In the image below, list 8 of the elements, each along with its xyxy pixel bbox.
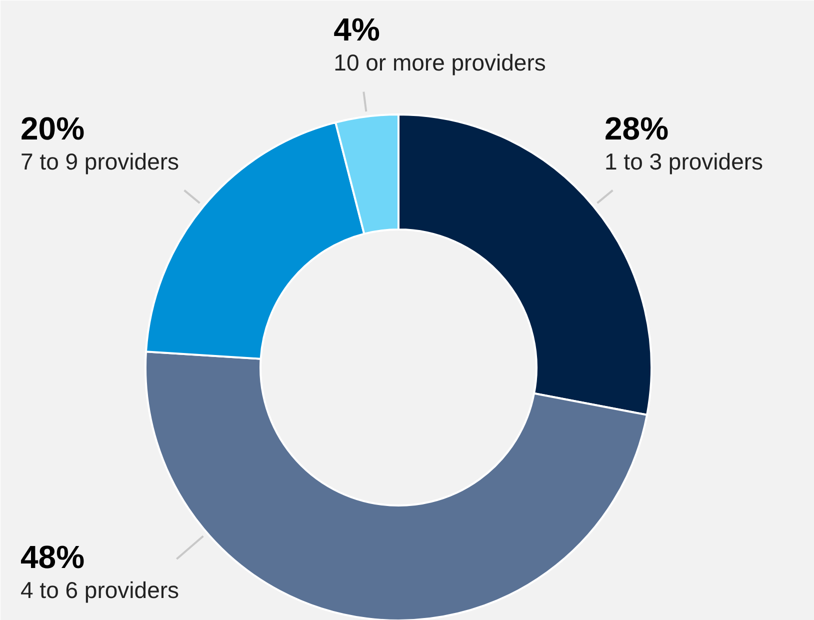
data-label: 20% [20,110,85,146]
slice-label: 10 or more providers [334,50,546,76]
data-label: 4% [334,12,380,48]
slice-label: 7 to 9 providers [20,148,180,174]
slice-label: 4 to 6 providers [20,576,180,603]
slice-label: 1 to 3 providers [604,148,764,174]
data-label: 28% [604,110,669,146]
data-label: 48% [20,538,85,575]
